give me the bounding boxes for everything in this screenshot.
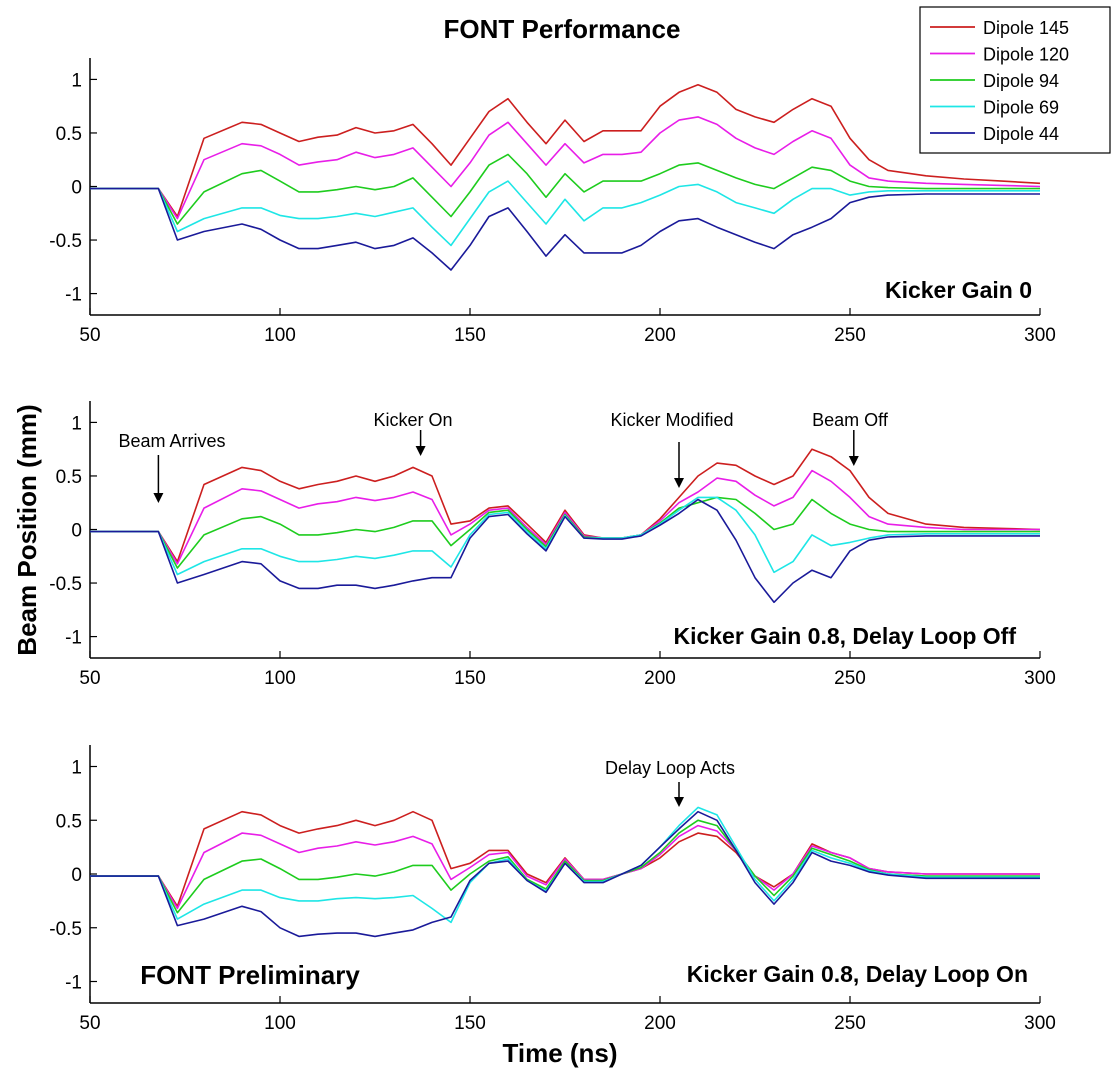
series-line-dipole-145 xyxy=(90,448,1041,563)
y-tick-label: -1 xyxy=(65,285,82,306)
x-tick-label: 150 xyxy=(454,668,486,689)
legend-label: Dipole 44 xyxy=(983,124,1059,144)
y-tick-label: 0 xyxy=(71,521,82,542)
x-tick-label: 300 xyxy=(1024,1013,1056,1034)
y-tick-label: 0.5 xyxy=(56,467,82,488)
x-tick-label: 50 xyxy=(79,1013,100,1034)
annotation-arrowhead xyxy=(674,797,684,807)
legend-label: Dipole 120 xyxy=(983,45,1069,65)
series-line-dipole-145 xyxy=(90,84,1041,218)
annotation-label: Beam Off xyxy=(812,410,889,430)
annotation-label: Kicker On xyxy=(373,410,452,430)
figure-title: FONT Performance xyxy=(444,14,681,44)
x-tick-label: 150 xyxy=(454,1013,486,1034)
x-tick-label: 200 xyxy=(644,325,676,346)
series-line-dipole-120 xyxy=(90,116,1041,220)
panel-label: Kicker Gain 0 xyxy=(885,277,1032,303)
x-tick-label: 300 xyxy=(1024,325,1056,346)
legend-label: Dipole 69 xyxy=(983,98,1059,118)
y-tick-label: 1 xyxy=(71,758,82,779)
series-line-dipole-120 xyxy=(90,824,1040,910)
annotation-arrowhead xyxy=(674,478,684,488)
x-tick-label: 50 xyxy=(79,325,100,346)
annotation-arrowhead xyxy=(415,446,426,456)
panel-label: Kicker Gain 0.8, Delay Loop Off xyxy=(673,623,1016,649)
x-tick-label: 250 xyxy=(834,325,866,346)
y-tick-label: 0 xyxy=(71,865,82,886)
x-tick-label: 100 xyxy=(264,325,296,346)
legend-label: Dipole 145 xyxy=(983,18,1069,38)
y-tick-label: 1 xyxy=(71,413,82,434)
annotation-label: Beam Arrives xyxy=(118,431,225,451)
series-line-dipole-94 xyxy=(90,819,1040,914)
y-tick-label: 0.5 xyxy=(56,811,82,832)
y-axis-label: Beam Position (mm) xyxy=(12,404,42,655)
series-line-dipole-69 xyxy=(90,180,1040,247)
y-tick-label: 1 xyxy=(71,70,82,91)
series-line-dipole-94 xyxy=(90,496,1040,569)
annotation-arrowhead xyxy=(848,456,859,466)
annotation-label: Kicker Modified xyxy=(610,410,733,430)
x-tick-label: 200 xyxy=(644,668,676,689)
y-tick-label: -1 xyxy=(65,973,82,994)
y-tick-label: -0.5 xyxy=(49,231,82,252)
legend-label: Dipole 94 xyxy=(983,71,1059,91)
panel-label: Kicker Gain 0.8, Delay Loop On xyxy=(687,961,1028,987)
x-tick-label: 100 xyxy=(264,1013,296,1034)
x-tick-label: 100 xyxy=(264,668,296,689)
y-tick-label: -1 xyxy=(65,628,82,649)
x-tick-label: 50 xyxy=(79,668,100,689)
y-tick-label: -0.5 xyxy=(49,574,82,595)
y-tick-label: -0.5 xyxy=(49,919,82,940)
legend: Dipole 145 Dipole 120 Dipole 94 Dipole 69 Di… xyxy=(919,6,1111,154)
x-tick-label: 300 xyxy=(1024,668,1056,689)
series-line-dipole-44 xyxy=(90,187,1040,271)
series-line-dipole-69 xyxy=(90,496,1040,576)
x-tick-label: 250 xyxy=(834,1013,866,1034)
series-line-dipole-94 xyxy=(90,153,1040,225)
series-line-dipole-120 xyxy=(90,469,1040,565)
x-axis-label: Time (ns) xyxy=(502,1038,617,1068)
watermark-label: FONT Preliminary xyxy=(140,960,360,990)
y-tick-label: 0.5 xyxy=(56,124,82,145)
y-tick-label: 0 xyxy=(71,178,82,199)
series-line-dipole-44 xyxy=(90,498,1040,604)
x-tick-label: 150 xyxy=(454,325,486,346)
x-tick-label: 250 xyxy=(834,668,866,689)
series-line-dipole-44 xyxy=(90,810,1040,938)
x-tick-label: 200 xyxy=(644,1013,676,1034)
annotation-arrowhead xyxy=(153,493,164,503)
annotation-label: Delay Loop Acts xyxy=(605,758,735,778)
